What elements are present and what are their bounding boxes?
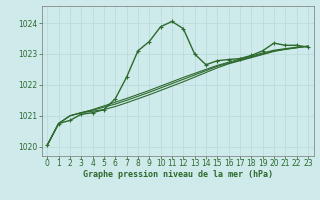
X-axis label: Graphe pression niveau de la mer (hPa): Graphe pression niveau de la mer (hPa) — [83, 170, 273, 179]
